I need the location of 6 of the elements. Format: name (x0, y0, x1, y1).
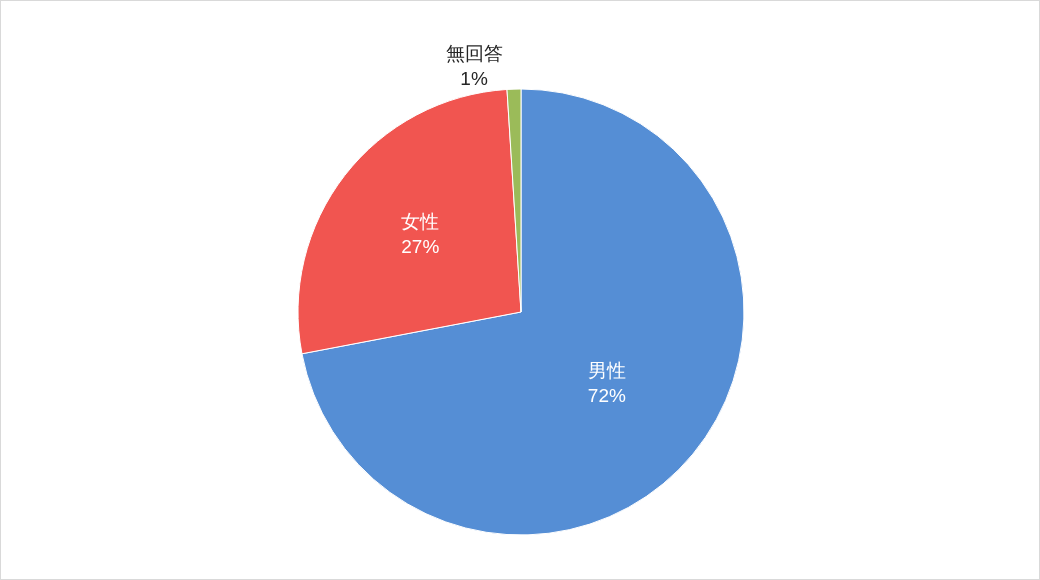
data-label: 27% (401, 235, 440, 257)
slice-label: 男性 (587, 360, 626, 382)
data-label: 1% (460, 68, 488, 90)
slice-label: 女性 (401, 211, 440, 233)
data-label: 72% (587, 384, 626, 406)
slice-label: 無回答 (445, 43, 503, 65)
